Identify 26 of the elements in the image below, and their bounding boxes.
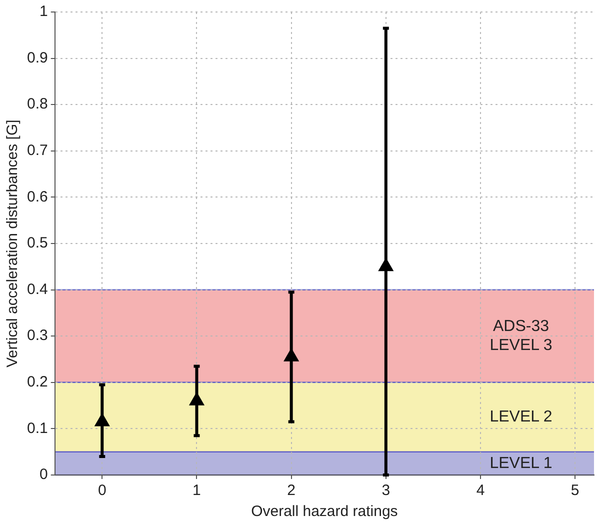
y-tick-label: 0.1 [26, 420, 48, 437]
y-tick-label: 0 [40, 466, 48, 484]
y-tick-label: 0.4 [26, 280, 48, 298]
point [378, 258, 394, 272]
band-label: LEVEL 1 [490, 454, 552, 472]
band-label: ADS-33 LEVEL 3 [490, 318, 552, 354]
y-tick-label: 0.7 [26, 142, 48, 160]
x-tick-label: 0 [98, 482, 106, 500]
band-label: LEVEL 2 [490, 408, 552, 426]
y-tick-label: 0.5 [26, 234, 48, 252]
y-tick-label: 1 [40, 3, 48, 20]
point [94, 413, 110, 426]
y-tick-label: 0.2 [26, 374, 48, 391]
x-axis-title: Overall hazard ratings [251, 503, 398, 520]
x-tick-label: 2 [287, 482, 296, 500]
y-tick-label: 0.8 [26, 96, 48, 113]
y-tick-label: 0.9 [26, 49, 48, 66]
x-tick-label: 4 [476, 482, 485, 500]
point [189, 392, 204, 406]
y-axis-title: Vertical acceleration disturbances [G] [4, 120, 22, 368]
y-tick-label: 0.6 [26, 188, 48, 206]
x-tick-label: 5 [570, 482, 580, 500]
point [284, 348, 299, 362]
x-tick-label: 3 [382, 482, 390, 500]
x-tick-label: 1 [192, 482, 201, 500]
y-tick-label: 0.3 [26, 327, 48, 344]
